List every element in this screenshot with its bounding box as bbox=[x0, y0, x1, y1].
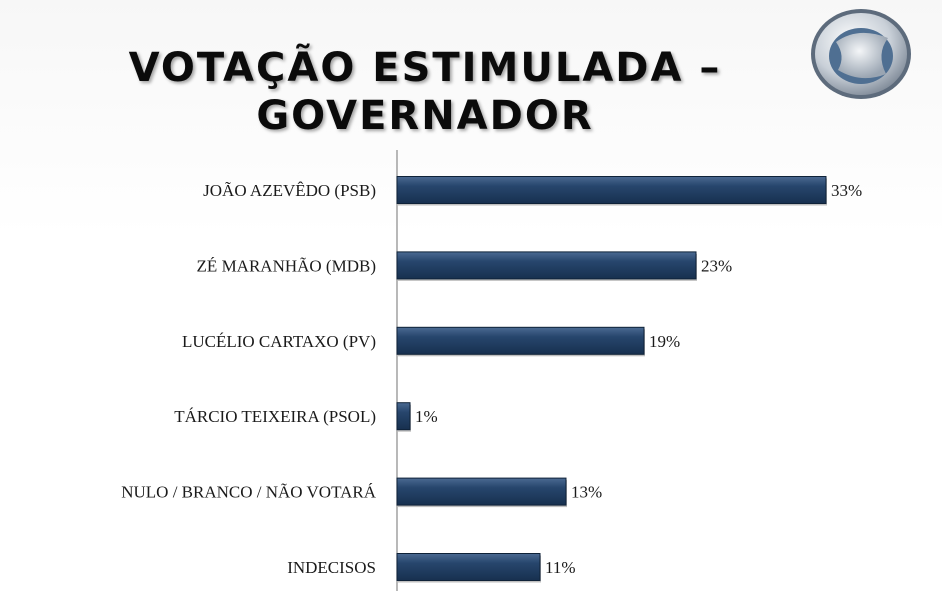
chart-title-line-2: GOVERNADOR bbox=[256, 93, 594, 139]
category-label: INDECISOS bbox=[287, 558, 376, 577]
category-label: NULO / BRANCO / NÃO VOTARÁ bbox=[121, 483, 376, 502]
data-label: 19% bbox=[649, 332, 680, 351]
data-label: 13% bbox=[571, 483, 602, 502]
data-label: 11% bbox=[545, 558, 576, 577]
category-label: LUCÉLIO CARTAXO (PV) bbox=[182, 332, 376, 351]
bar bbox=[396, 477, 567, 506]
data-label: 33% bbox=[831, 181, 862, 200]
bar bbox=[396, 251, 697, 280]
chart-title: VOTAÇÃO ESTIMULADA – GOVERNADOR bbox=[0, 44, 850, 140]
bar bbox=[396, 553, 541, 581]
record-tv-logo-icon bbox=[811, 9, 911, 99]
category-label: JOÃO AZEVÊDO (PSB) bbox=[203, 181, 376, 200]
bar bbox=[396, 326, 645, 355]
category-label: ZÉ MARANHÃO (MDB) bbox=[197, 256, 376, 275]
bar bbox=[396, 402, 411, 431]
category-label: TÁRCIO TEIXEIRA (PSOL) bbox=[174, 407, 376, 426]
bar bbox=[396, 176, 827, 204]
chart-title-line-1: VOTAÇÃO ESTIMULADA – bbox=[128, 45, 722, 91]
data-label: 23% bbox=[701, 256, 732, 275]
data-label: 1% bbox=[415, 407, 438, 426]
